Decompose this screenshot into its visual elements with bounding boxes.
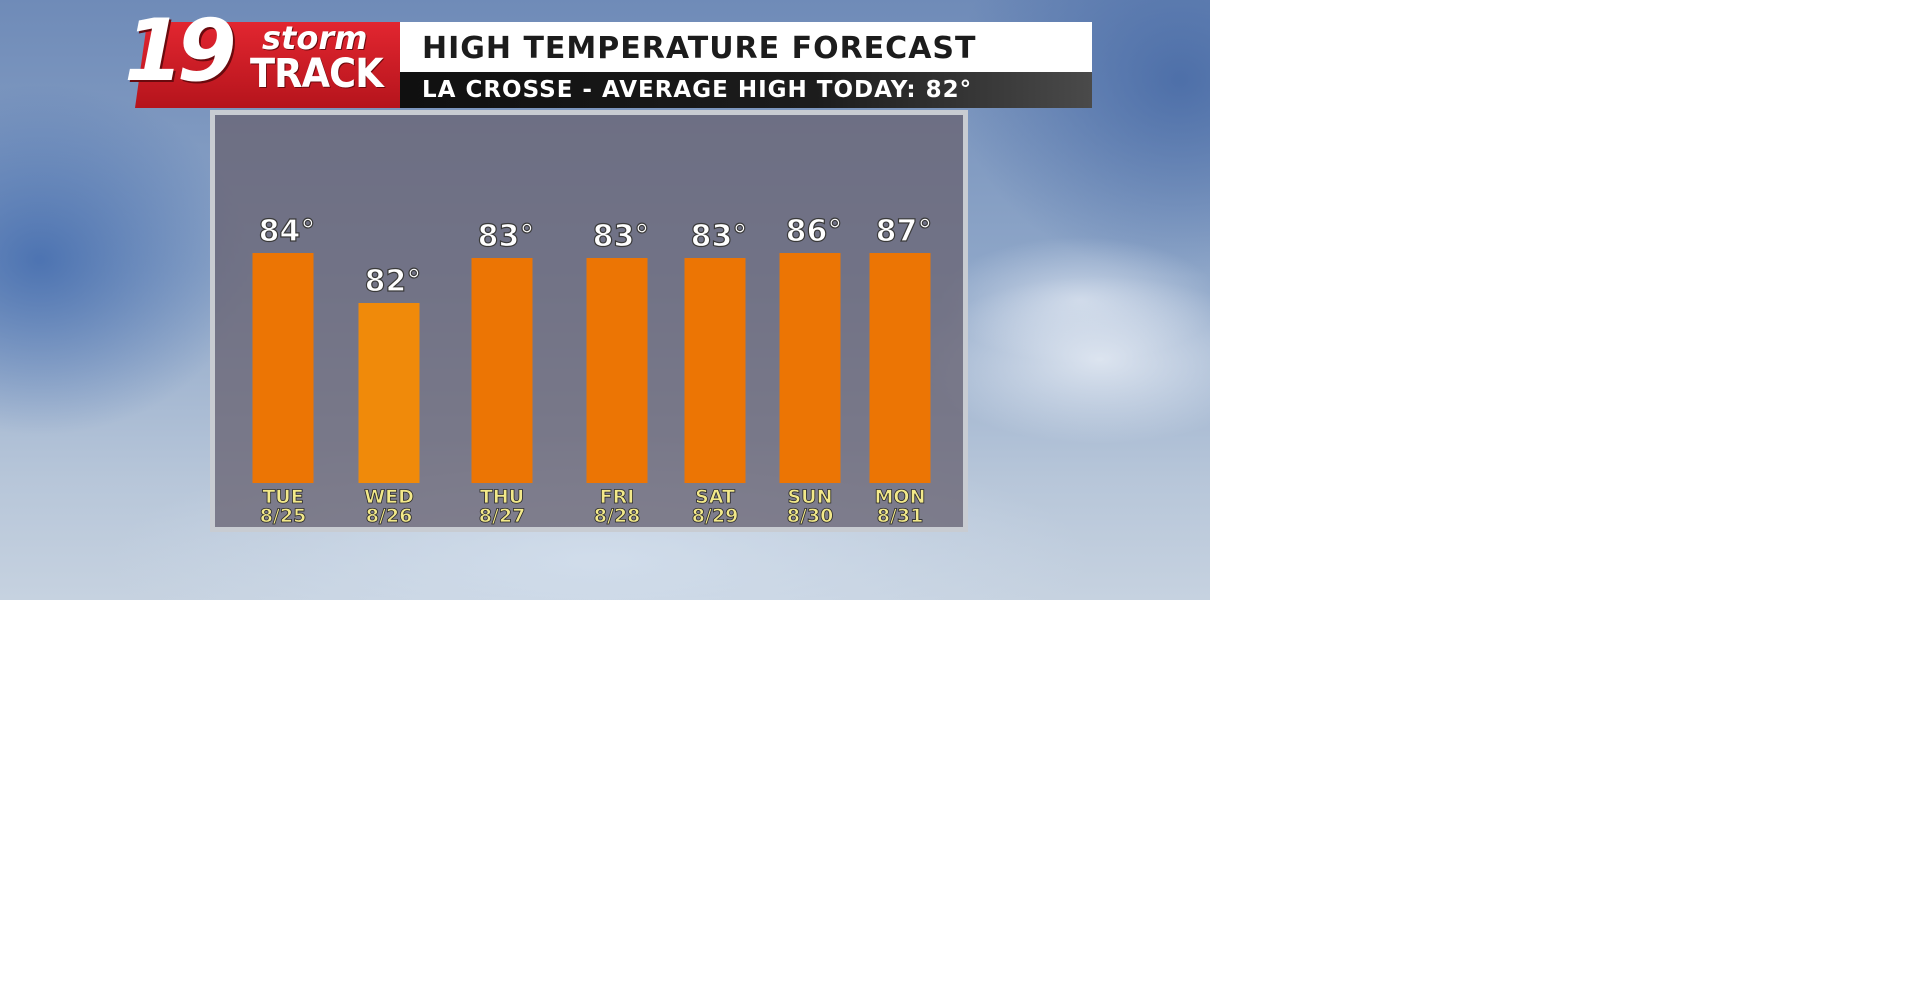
date-label-thu: 8/27 [479,505,526,527]
logo-channel-number: 19 [124,1,237,101]
date-label-sat: 8/29 [692,505,739,527]
value-label-tue: 84° [259,214,316,249]
value-label-wed: 82° [365,264,422,299]
bar-sat [684,258,746,483]
date-label-sun: 8/30 [787,505,834,527]
title-bar: HIGH TEMPERATURE FORECAST [400,22,1092,72]
value-label-thu: 83° [478,219,535,254]
day-label-thu: THU [480,486,524,508]
logo-storm-text: storm [262,19,368,57]
weather-graphic: 19 storm TRACK HIGH TEMPERATURE FORECAST… [0,0,1210,600]
day-label-tue: TUE [262,486,303,508]
bar-tue [252,253,314,483]
bar-sun [779,253,841,483]
value-label-sun: 86° [786,214,843,249]
day-label-mon: MON [875,486,926,508]
day-label-fri: FRI [600,486,635,508]
subtitle-bar: LA CROSSE - AVERAGE HIGH TODAY: 82° [400,72,1092,108]
chart-title: HIGH TEMPERATURE FORECAST [422,31,977,66]
date-label-wed: 8/26 [366,505,413,527]
day-label-wed: WED [364,486,414,508]
bar-fri [586,258,648,483]
bar-mon [869,253,931,483]
bar-wed [358,303,420,483]
chart-panel: 84° TUE 8/25 82° WED 8/26 83° THU 8/27 83° FRI 8/28… [210,110,968,532]
bar-thu [471,258,533,483]
day-label-sat: SAT [695,486,735,508]
date-label-tue: 8/25 [260,505,307,527]
logo-track-text: TRACK [250,51,384,97]
date-label-mon: 8/31 [877,505,924,527]
day-label-sun: SUN [787,486,832,508]
date-label-fri: 8/28 [594,505,641,527]
chart-subtitle: LA CROSSE - AVERAGE HIGH TODAY: 82° [422,77,973,103]
value-label-sat: 83° [691,219,748,254]
value-label-fri: 83° [593,219,650,254]
value-label-mon: 87° [876,214,933,249]
